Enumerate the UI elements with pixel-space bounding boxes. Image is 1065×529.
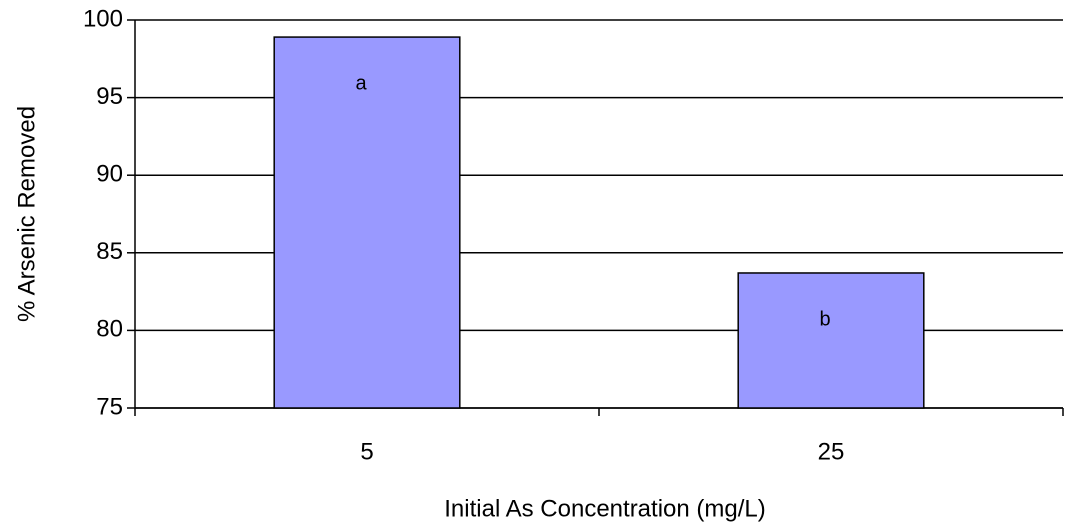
x-tick-label: 5: [360, 438, 373, 465]
y-tick-label: 85: [96, 238, 123, 265]
x-axis-title: Initial As Concentration (mg/L): [444, 495, 765, 522]
y-tick-label: 100: [83, 5, 123, 32]
bar-annotation: b: [819, 308, 830, 330]
bar-annotation: a: [355, 72, 367, 94]
bar: [273, 36, 461, 409]
y-tick-label: 95: [96, 83, 123, 110]
x-tick-label: 25: [818, 438, 845, 465]
y-tick-label: 75: [96, 393, 123, 420]
y-tick-label: 90: [96, 161, 123, 188]
bar: [737, 272, 925, 409]
y-axis-title: % Arsenic Removed: [13, 106, 40, 322]
y-tick-label: 80: [96, 316, 123, 343]
